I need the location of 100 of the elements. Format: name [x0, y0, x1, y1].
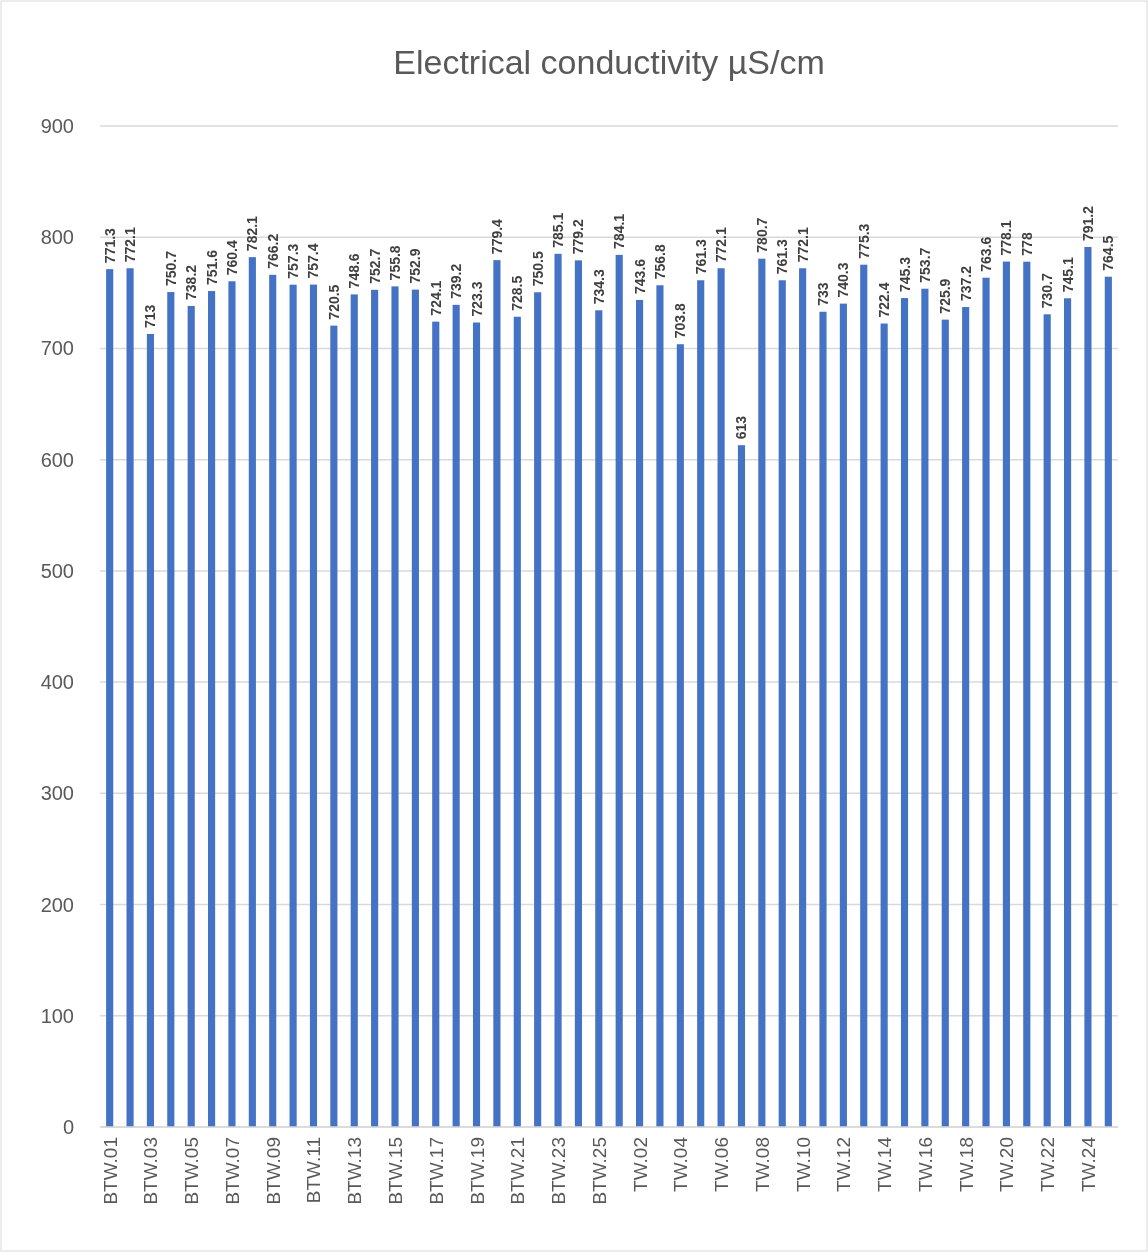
bar	[106, 269, 114, 1127]
y-tick-label: 400	[40, 671, 74, 694]
x-tick-label: BTW.11	[303, 1137, 325, 1204]
data-label: 763.6	[978, 236, 995, 272]
y-tick-label: 900	[40, 115, 74, 137]
data-label: 760.4	[223, 240, 240, 276]
x-tick-label: BTW.17	[425, 1137, 447, 1205]
bar	[126, 268, 134, 1127]
data-label: 779.4	[488, 218, 505, 255]
bar	[309, 284, 318, 1127]
data-label: 764.5	[1100, 235, 1117, 271]
data-label: 613	[733, 415, 750, 440]
data-label: 766.2	[264, 233, 281, 269]
bar	[146, 333, 155, 1127]
data-label: 724.1	[427, 280, 444, 316]
bar	[554, 253, 562, 1127]
data-label: 750.7	[162, 250, 179, 287]
data-label: 780.7	[753, 217, 770, 253]
data-label: 725.9	[937, 278, 954, 314]
y-tick-label: 300	[40, 782, 74, 805]
x-tick-label: TW.08	[751, 1137, 773, 1192]
bar	[493, 260, 501, 1127]
bar	[330, 325, 338, 1127]
x-tick-label: BTW.23	[548, 1137, 570, 1205]
bar	[839, 303, 847, 1127]
bar	[595, 310, 603, 1127]
data-label: 723.3	[468, 281, 485, 317]
data-label: 751.6	[203, 249, 220, 286]
x-tick-label: BTW.07	[221, 1137, 243, 1205]
bar	[676, 344, 684, 1127]
data-label: 743.6	[631, 258, 648, 294]
bar	[737, 445, 746, 1127]
y-tick-label: 500	[40, 559, 74, 582]
bar	[513, 316, 521, 1127]
data-label: 785.1	[550, 212, 567, 248]
data-label: 734.3	[590, 269, 607, 305]
bar	[248, 257, 256, 1127]
bar	[534, 292, 542, 1127]
bar	[1043, 314, 1051, 1127]
data-label: 778.1	[998, 220, 1015, 256]
x-tick-label: TW.04	[670, 1136, 692, 1192]
y-tick-label: 700	[40, 337, 74, 360]
data-label: 703.8	[672, 302, 689, 339]
data-label: 750.5	[529, 251, 546, 287]
data-label: 771.3	[101, 227, 118, 264]
data-label: 737.2	[957, 265, 974, 302]
bar	[615, 254, 623, 1127]
y-tick-label: 100	[40, 1004, 74, 1027]
bar	[860, 264, 868, 1127]
bar	[289, 284, 297, 1127]
x-tick-label: TW.18	[955, 1137, 977, 1192]
data-label: 784.1	[611, 213, 628, 249]
bar	[371, 289, 379, 1127]
bar	[350, 294, 358, 1127]
bar	[411, 289, 419, 1127]
data-label: 757.4	[305, 243, 322, 279]
bar	[758, 258, 766, 1127]
x-tick-label: TW.22	[1037, 1137, 1059, 1192]
bar	[697, 280, 705, 1127]
x-tick-label: TW.20	[996, 1137, 1018, 1192]
bar	[208, 291, 216, 1127]
bar	[452, 304, 460, 1127]
bar	[574, 260, 582, 1127]
data-label: 772.1	[794, 227, 811, 263]
data-label: 755.8	[387, 245, 404, 281]
x-tick-label: BTW.15	[385, 1137, 407, 1205]
data-label: 756.8	[651, 244, 668, 280]
bar	[636, 299, 644, 1127]
x-tick-label: TW.14	[874, 1136, 896, 1192]
data-label: 738.2	[183, 264, 200, 300]
chart-title: Electrical conductivity µS/cm	[393, 43, 825, 81]
data-label: 778	[1018, 232, 1035, 256]
bar	[982, 277, 990, 1127]
data-label: 753.7	[916, 247, 933, 283]
bar	[1104, 276, 1112, 1127]
data-label: 757.3	[285, 243, 302, 279]
data-label: 761.3	[692, 239, 709, 275]
bar	[921, 288, 929, 1127]
x-tick-label: TW.12	[833, 1137, 855, 1192]
bar	[391, 286, 399, 1127]
bar	[187, 305, 195, 1127]
data-label: 779.2	[570, 219, 587, 255]
bar	[167, 292, 175, 1127]
data-label: 745.3	[896, 256, 913, 293]
x-tick-label: TW.02	[629, 1137, 651, 1192]
x-tick-label: TW.10	[792, 1137, 814, 1192]
data-label: 748.6	[346, 253, 363, 289]
bar	[1063, 298, 1072, 1127]
bar	[269, 274, 277, 1127]
x-tick-label: BTW.21	[507, 1137, 529, 1205]
x-tick-label: TW.06	[711, 1137, 733, 1192]
y-tick-label: 200	[40, 893, 74, 916]
x-tick-label: BTW.01	[99, 1137, 121, 1205]
bar	[1023, 261, 1031, 1127]
data-label: 739.2	[448, 263, 465, 299]
data-label: 775.3	[855, 223, 872, 259]
data-label: 791.2	[1079, 205, 1096, 242]
data-label: 713	[142, 304, 159, 328]
x-tick-label: BTW.05	[181, 1137, 203, 1205]
data-label: 733	[814, 282, 831, 306]
